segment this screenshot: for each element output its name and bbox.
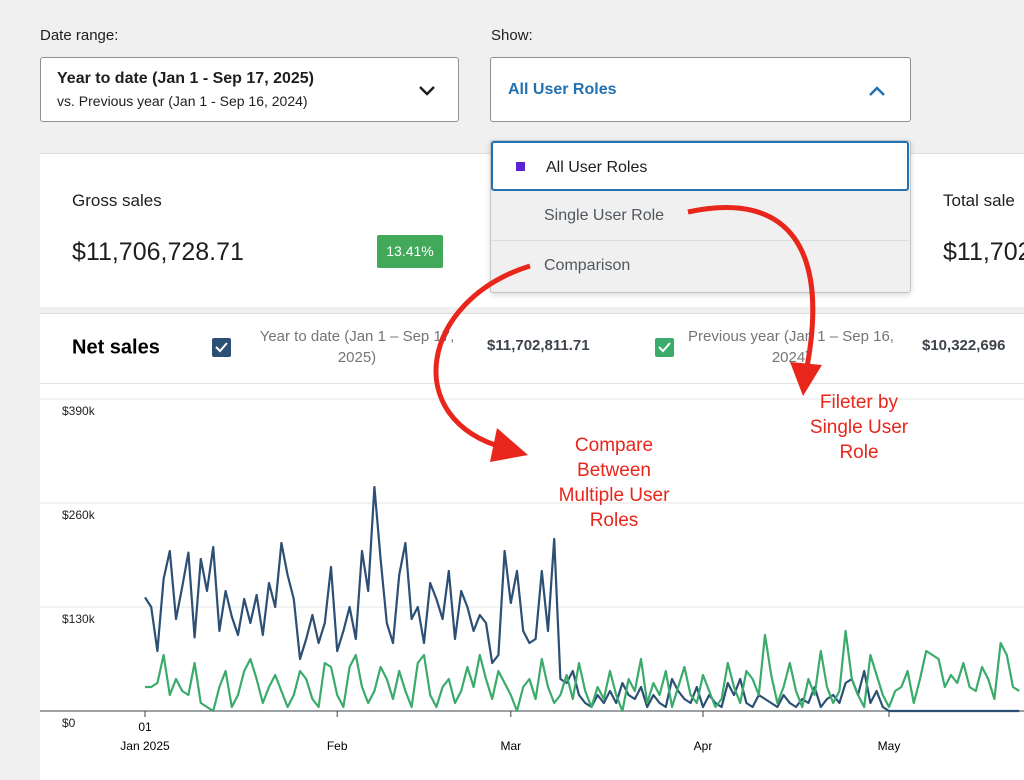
x-tick-label: Apr xyxy=(694,739,713,753)
x-tick-label: Feb xyxy=(327,739,348,753)
legend-checkbox[interactable] xyxy=(655,338,674,357)
annotation: Fileter by Single User Role xyxy=(800,390,918,465)
x-tick-label: 01 xyxy=(138,720,152,734)
legend-text: Year to date (Jan 1 – Sep 17, 2025) xyxy=(242,326,472,376)
legend-label: $11,702,811.71 xyxy=(487,337,627,354)
option[interactable]: All User Roles xyxy=(491,141,909,191)
y-tick-label: $0 xyxy=(62,716,76,730)
legend-label: Previous year (Jan 1 – Sep 16, 2024) xyxy=(676,326,906,368)
legend-checkbox[interactable] xyxy=(212,338,231,357)
legend-text: Previous year (Jan 1 – Sep 16, 2024) xyxy=(676,326,906,376)
y-tick-label: $390k xyxy=(62,404,96,418)
option[interactable]: Single User Role xyxy=(491,191,909,241)
chart-title: Net sales xyxy=(72,336,160,358)
option-icon xyxy=(516,162,525,171)
legend-text: $11,702,811.71 xyxy=(487,337,627,387)
x-tick-label: May xyxy=(878,739,901,753)
x-sublabel: Jan 2025 xyxy=(120,739,170,753)
dropdown: All User Roles Single User Role Comparis… xyxy=(490,140,911,293)
option[interactable]: Comparison xyxy=(491,241,909,291)
y-tick-label: $130k xyxy=(62,612,96,626)
legend-label: Year to date (Jan 1 – Sep 17, 2025) xyxy=(242,326,472,368)
legend-text: $10,322,696 xyxy=(922,337,1024,387)
x-tick-label: Mar xyxy=(500,739,521,753)
legend-label: $10,322,696 xyxy=(922,337,1024,354)
annotation: Compare Between Multiple User Roles xyxy=(548,433,680,533)
y-tick-label: $260k xyxy=(62,508,96,522)
